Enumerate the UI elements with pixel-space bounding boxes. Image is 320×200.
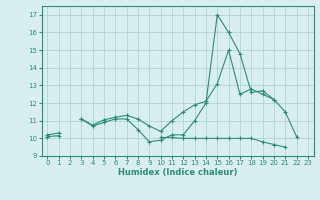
X-axis label: Humidex (Indice chaleur): Humidex (Indice chaleur) bbox=[118, 168, 237, 177]
